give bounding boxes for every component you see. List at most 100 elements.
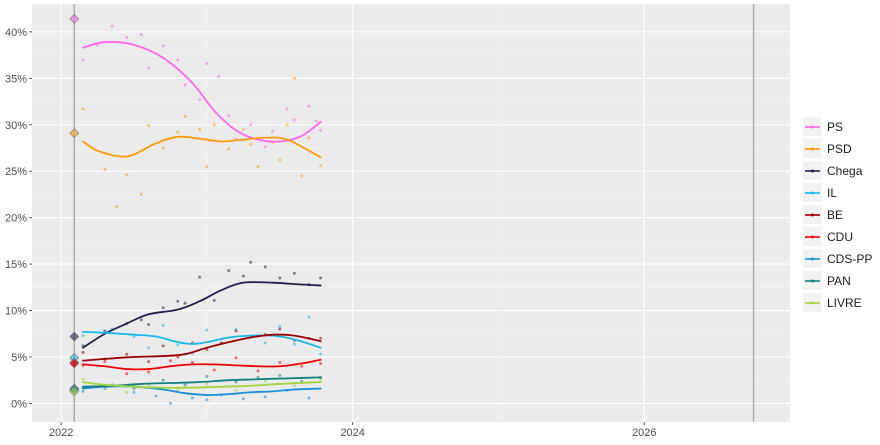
poll-point (176, 343, 180, 347)
poll-point (168, 359, 172, 363)
poll-point (292, 271, 296, 275)
poll-point (198, 275, 202, 279)
poll-point (307, 315, 311, 319)
legend-label: PAN (827, 274, 851, 288)
y-tick-label: 30% (5, 120, 27, 132)
y-tick-label: 10% (5, 306, 27, 318)
election-markers (69, 13, 80, 397)
poll-point (81, 107, 85, 111)
y-tick-label: 40% (5, 27, 27, 39)
trend-lines (82, 41, 322, 396)
poll-point (147, 360, 151, 364)
poll-point (81, 334, 85, 338)
poll-point (319, 336, 323, 340)
legend-label: CDS-PP (827, 252, 872, 266)
poll-point (103, 329, 107, 333)
poll-point (103, 167, 107, 171)
legend-swatch-dot (811, 169, 814, 173)
election-result-marker (69, 128, 80, 139)
poll-point (314, 119, 318, 123)
trend-line (82, 135, 322, 159)
poll-point (263, 145, 267, 149)
poll-point (205, 398, 209, 402)
poll-point (161, 146, 165, 150)
poll-point (300, 364, 304, 368)
poll-point (154, 394, 158, 398)
poll-point (168, 401, 172, 405)
legend-swatch-dot (811, 125, 814, 129)
poll-point (147, 322, 151, 326)
poll-point (147, 124, 151, 128)
x-tick-label: 2026 (632, 427, 656, 439)
poll-point (263, 341, 267, 345)
poll-point (176, 299, 180, 303)
poll-point (292, 118, 296, 122)
poll-point (319, 164, 323, 168)
poll-point (227, 113, 231, 117)
poll-point (198, 98, 202, 102)
poll-point (147, 346, 151, 350)
poll-point (278, 324, 282, 328)
poll-point (227, 147, 231, 151)
trend-line (82, 331, 322, 349)
poll-point (176, 355, 180, 359)
poll-point (139, 192, 143, 196)
legend-swatch-dot (811, 301, 814, 305)
poll-point (234, 380, 238, 384)
poll-point (161, 344, 165, 348)
poll-point (139, 33, 143, 37)
poll-point (147, 66, 151, 70)
poll-point (307, 104, 311, 108)
poll-point (234, 388, 238, 392)
poll-point (205, 382, 209, 386)
poll-point (241, 127, 245, 131)
election-result-marker (69, 13, 80, 24)
poll-point (241, 274, 245, 278)
poll-point (227, 269, 231, 273)
poll-point (319, 377, 323, 381)
reference-lines (73, 4, 755, 422)
poll-point (125, 372, 129, 376)
poll-point (307, 396, 311, 400)
legend-label: CDU (827, 230, 853, 244)
poll-point (278, 361, 282, 365)
poll-point (132, 335, 136, 339)
trend-line (82, 281, 322, 349)
poll-point (319, 128, 323, 132)
poll-point (205, 165, 209, 169)
poll-point (81, 377, 85, 381)
y-tick-label: 25% (5, 166, 27, 178)
poll-point (183, 83, 187, 87)
poll-point (263, 395, 267, 399)
y-tick-label: 5% (11, 352, 27, 364)
poll-point (241, 397, 245, 401)
poll-point (81, 58, 85, 62)
poll-point (205, 374, 209, 378)
poll-point (256, 375, 260, 379)
poll-point (292, 76, 296, 80)
y-tick-label: 20% (5, 213, 27, 225)
poll-point (125, 390, 129, 394)
poll-point (205, 328, 209, 332)
legend-swatch-dot (811, 235, 814, 239)
poll-point (249, 142, 253, 146)
poll-point (81, 350, 85, 354)
legend: PS PSD Chega IL BE CDU CDS-PP PAN LIVRE (802, 114, 872, 314)
legend-label: LIVRE (827, 296, 862, 310)
poll-point (125, 352, 129, 356)
poll-point (183, 114, 187, 118)
poll-point (292, 342, 296, 346)
poll-point (190, 396, 194, 400)
trend-line (82, 333, 322, 362)
poll-point (147, 370, 151, 374)
poll-point (161, 44, 165, 48)
poll-point (217, 74, 221, 78)
poll-point (319, 361, 323, 365)
grid (32, 4, 790, 422)
poll-point (234, 329, 238, 333)
poll-point (139, 318, 143, 322)
poll-point (161, 306, 165, 310)
poll-point (263, 379, 267, 383)
poll-point (278, 276, 282, 280)
